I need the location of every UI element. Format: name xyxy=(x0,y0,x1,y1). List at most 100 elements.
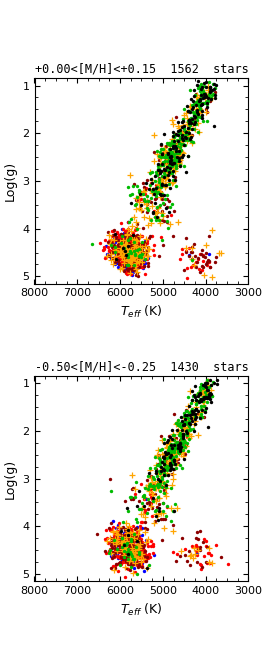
Point xyxy=(168,459,172,470)
Point xyxy=(126,258,130,268)
Point xyxy=(195,112,199,122)
Point xyxy=(128,251,132,262)
Point xyxy=(129,237,133,247)
Point xyxy=(158,181,163,191)
Point xyxy=(134,542,138,552)
Point xyxy=(121,247,125,257)
Point xyxy=(123,249,128,260)
Point xyxy=(182,449,187,459)
Point xyxy=(126,537,131,548)
Point xyxy=(121,522,125,532)
Point xyxy=(118,259,123,270)
Point xyxy=(129,548,133,558)
Point xyxy=(142,185,147,196)
Point xyxy=(128,246,132,256)
Point xyxy=(127,537,131,547)
Point xyxy=(141,554,145,564)
Point xyxy=(129,246,133,256)
Point xyxy=(171,505,176,516)
Point xyxy=(123,246,127,256)
Point xyxy=(139,556,144,567)
Point xyxy=(142,527,147,537)
Point xyxy=(124,248,129,259)
Point xyxy=(177,441,182,451)
Point xyxy=(118,536,122,547)
Point xyxy=(122,261,126,271)
Point xyxy=(139,539,144,550)
Point xyxy=(120,543,124,554)
Point xyxy=(190,124,195,135)
Point xyxy=(125,552,129,562)
Point xyxy=(172,157,177,168)
Point xyxy=(166,431,171,441)
Point xyxy=(182,420,186,430)
Point xyxy=(173,556,178,566)
Point xyxy=(163,167,167,177)
Y-axis label: Log(g): Log(g) xyxy=(4,458,17,499)
Point xyxy=(210,93,214,103)
Point xyxy=(122,550,127,560)
Point xyxy=(135,545,139,555)
Point xyxy=(134,547,138,558)
Point xyxy=(140,238,145,248)
Point xyxy=(123,250,127,261)
Point xyxy=(142,240,147,251)
Point xyxy=(168,156,172,167)
Point xyxy=(174,146,178,157)
Point xyxy=(208,388,212,398)
Point xyxy=(204,389,208,400)
Point xyxy=(114,244,118,255)
Point xyxy=(122,543,126,554)
Point xyxy=(157,479,161,490)
Point xyxy=(133,524,137,534)
Point xyxy=(134,555,138,565)
Point xyxy=(197,526,202,537)
Point xyxy=(118,257,122,268)
Point xyxy=(132,256,136,266)
Point xyxy=(129,251,133,261)
Point xyxy=(136,252,140,263)
Point xyxy=(134,246,138,257)
Point xyxy=(123,251,128,261)
Point xyxy=(162,165,167,175)
Point xyxy=(162,151,166,161)
Point xyxy=(128,549,132,560)
Point xyxy=(160,235,164,246)
Point xyxy=(126,249,130,259)
Point xyxy=(137,251,141,261)
Point xyxy=(137,241,141,251)
Point xyxy=(190,540,195,550)
Point xyxy=(124,537,129,548)
Point xyxy=(203,382,208,392)
Point xyxy=(133,558,138,568)
Point xyxy=(166,470,171,480)
Point xyxy=(177,133,182,143)
Point xyxy=(126,224,130,234)
Point xyxy=(141,552,145,563)
Point xyxy=(136,253,140,264)
Point xyxy=(198,542,202,552)
Point xyxy=(167,449,171,459)
Point xyxy=(129,245,134,255)
Point xyxy=(196,127,200,137)
Point xyxy=(121,544,126,554)
Point xyxy=(185,106,190,116)
Point xyxy=(173,163,177,174)
Point xyxy=(130,535,135,546)
Point xyxy=(128,249,133,260)
Point xyxy=(198,103,203,114)
Point xyxy=(139,194,144,204)
Point xyxy=(126,242,130,253)
Point xyxy=(136,562,140,573)
Point xyxy=(162,478,166,488)
Point xyxy=(126,238,130,248)
Point xyxy=(176,138,181,149)
Point xyxy=(155,202,159,212)
Point xyxy=(144,233,148,244)
Point xyxy=(134,534,139,545)
Point xyxy=(170,151,174,161)
Point xyxy=(165,166,170,176)
Point xyxy=(164,453,168,463)
Point xyxy=(176,150,181,160)
Point xyxy=(135,247,139,257)
